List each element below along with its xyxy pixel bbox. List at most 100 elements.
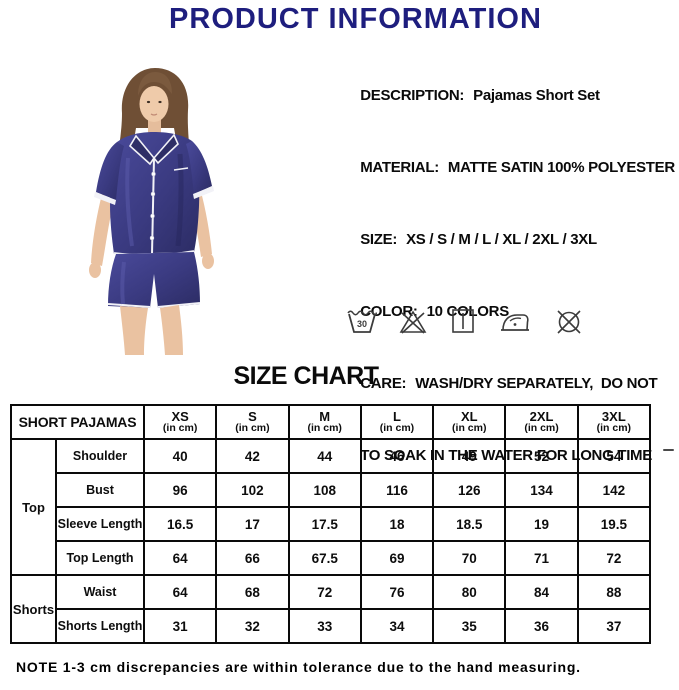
size-unit-label: (in cm) [162,422,198,434]
size-value-cell: 80 [432,574,507,610]
size-value-cell: 18.5 [432,506,507,542]
size-value-cell: 16.5 [142,506,218,542]
size-value-cell: 84 [504,574,579,610]
detail-label: SIZE: [360,231,398,248]
size-value-cell: 37 [576,608,652,644]
size-value-cell: 64 [142,540,218,576]
row-label-cell: Sleeve Length [55,506,145,542]
size-chart-table: SHORT PAJAMAS XS (in cm) S (in cm) M (in cm) L… [10,404,652,644]
size-value-cell: 52 [504,438,579,474]
size-value-cell: 76 [359,574,435,610]
size-row: Top Length 64 66 67.5 69 70 71 72 [11,540,652,576]
detail-label: CARE: [360,375,407,392]
size-value-cell: 108 [287,472,362,508]
size-column-header: 2XL (in cm) [504,404,579,440]
size-value-cell: 142 [576,472,652,508]
size-value-cell: 70 [432,540,507,576]
do-not-bleach-icon [399,310,427,334]
size-row: Sleeve Length 16.5 17 17.5 18 18.5 19 19.5 [11,506,652,542]
size-value-cell: 64 [142,574,218,610]
size-column-header: 3XL (in cm) [576,404,652,440]
detail-value: Pajamas Short Set [473,87,600,104]
size-row: Shorts Length 31 32 33 34 35 36 37 [11,608,652,644]
size-unit-label: (in cm) [235,422,270,434]
detail-value: XS / S / M / L / XL / 2XL / 3XL [406,231,597,248]
size-value-cell: 71 [504,540,579,576]
product-photo [62,58,232,356]
detail-value: WASH/DRY SEPARATELY, DO NOT [415,375,658,392]
size-name: M [319,409,331,424]
size-unit-label: (in cm) [452,422,487,434]
size-value-cell: 67.5 [287,540,362,576]
detail-line-care: CARE: WASH/DRY SEPARATELY, DO NOT [337,360,675,408]
size-value-cell: 88 [576,574,652,610]
size-value-cell: 54 [576,438,652,474]
size-row: Shorts Waist 64 68 72 76 80 84 88 [10,574,652,644]
size-unit-label: (in cm) [307,422,342,434]
table-header-row: SHORT PAJAMAS XS (in cm) S (in cm) M (in cm) L… [10,404,652,440]
size-value-cell: 42 [215,438,290,474]
size-value-cell: 69 [359,540,435,576]
size-name: XL [460,409,478,424]
care-icons-row: 30 [347,305,584,337]
detail-line-size: SIZE: XS / S / M / L / XL / 2XL / 3XL [337,216,675,264]
size-value-cell: 19 [504,506,579,542]
size-column-header: XL (in cm) [432,404,507,440]
size-value-cell: 31 [142,608,218,644]
detail-value: MATTE SATIN 100% POLYESTER [447,159,675,176]
row-label-cell: Waist [55,574,145,610]
size-value-cell: 19.5 [576,506,652,542]
drip-dry-icon [451,309,474,333]
detail-label: MATERIAL: [360,159,439,176]
size-name: L [393,409,401,424]
size-value-cell: 44 [287,438,362,474]
size-value-cell: 66 [215,540,290,576]
corner-header: SHORT PAJAMAS [10,404,145,440]
size-unit-label: (in cm) [524,422,559,434]
size-value-cell: 116 [359,472,435,508]
size-value-cell: 72 [576,540,652,576]
detail-line-description: DESCRIPTION: Pajamas Short Set [337,72,675,120]
size-value-cell: 49 [432,438,507,474]
machine-wash-30-icon: 30 [347,310,377,333]
row-label-cell: Shoulder [55,438,145,474]
do-not-dry-clean-icon [557,310,581,334]
size-column-header: M (in cm) [287,404,362,440]
size-unit-label: (in cm) [596,422,632,434]
row-label-cell: Top Length [55,540,145,576]
size-value-cell: 40 [142,438,218,474]
size-value-cell: 96 [142,472,218,508]
detail-label: DESCRIPTION: [360,87,465,104]
size-value-cell: 34 [359,608,435,644]
size-unit-label: (in cm) [379,422,415,434]
size-name: 3XL [601,409,626,424]
size-value-cell: 35 [432,608,507,644]
size-value-cell: 32 [215,608,290,644]
detail-line-material: MATERIAL: MATTE SATIN 100% POLYESTER [337,144,675,192]
size-value-cell: 36 [504,608,579,644]
group-label-cell: Shorts [10,574,57,644]
size-name: S [248,409,257,424]
artifact-dash [663,449,674,451]
size-column-header: XS (in cm) [142,404,218,440]
size-value-cell: 102 [215,472,290,508]
row-label-cell: Bust [55,472,145,508]
size-value-cell: 72 [287,574,362,610]
size-value-cell: 46 [359,438,435,474]
pajama-model-illustration [89,68,214,355]
group-label-cell: Top [10,438,57,576]
size-chart-heading: SIZE CHART [233,362,380,390]
size-row: Bust 96 102 108 116 126 134 142 [11,472,652,508]
size-value-cell: 17 [215,506,290,542]
size-value-cell: 134 [504,472,579,508]
size-name: XS [171,409,189,424]
size-value-cell: 33 [287,608,362,644]
size-value-cell: 18 [359,506,435,542]
size-column-header: L (in cm) [359,404,435,440]
size-value-cell: 68 [215,574,290,610]
wash-temp-label: 30 [357,319,367,329]
measurement-note: NOTE 1-3 cm discrepancies are within tol… [16,659,581,675]
row-label-cell: Shorts Length [55,608,145,644]
iron-icon [500,314,529,331]
